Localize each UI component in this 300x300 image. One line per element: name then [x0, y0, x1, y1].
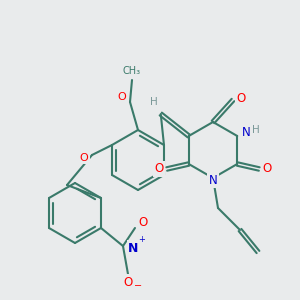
Text: −: − [134, 281, 142, 291]
Text: O: O [80, 153, 88, 163]
Text: N: N [128, 242, 138, 254]
Text: O: O [118, 92, 126, 102]
Text: O: O [236, 92, 246, 104]
Text: O: O [123, 275, 133, 289]
Text: +: + [139, 236, 145, 244]
Text: CH₃: CH₃ [123, 66, 141, 76]
Text: N: N [208, 173, 217, 187]
Text: H: H [150, 97, 158, 107]
Text: O: O [154, 163, 164, 176]
Text: N: N [242, 127, 250, 140]
Text: O: O [138, 217, 148, 230]
Text: O: O [262, 163, 272, 176]
Text: H: H [252, 125, 260, 135]
